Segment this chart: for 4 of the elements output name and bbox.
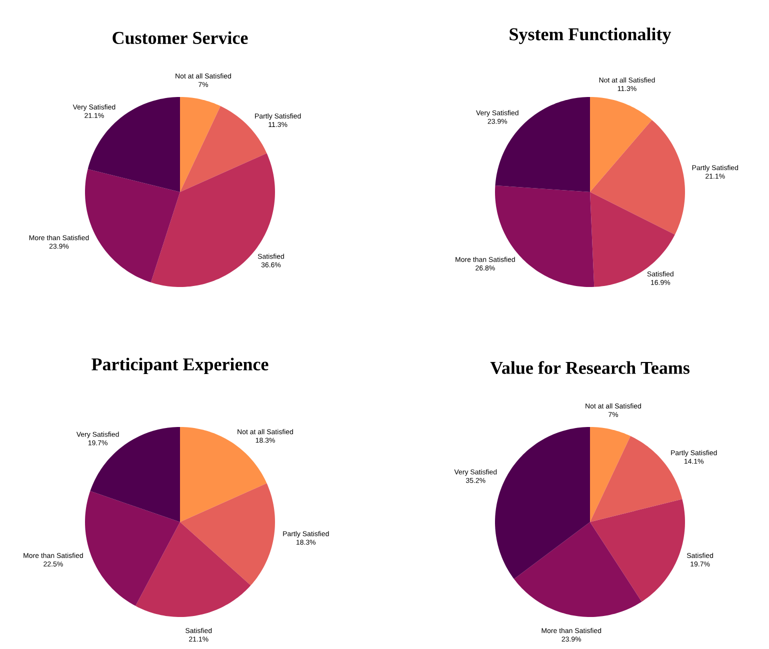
chart-title: Value for Research Teams: [490, 361, 690, 374]
chart-title: Customer Service: [112, 31, 248, 44]
chart-title: Participant Experience: [92, 358, 268, 374]
chart-title: System Functionality: [510, 28, 672, 44]
